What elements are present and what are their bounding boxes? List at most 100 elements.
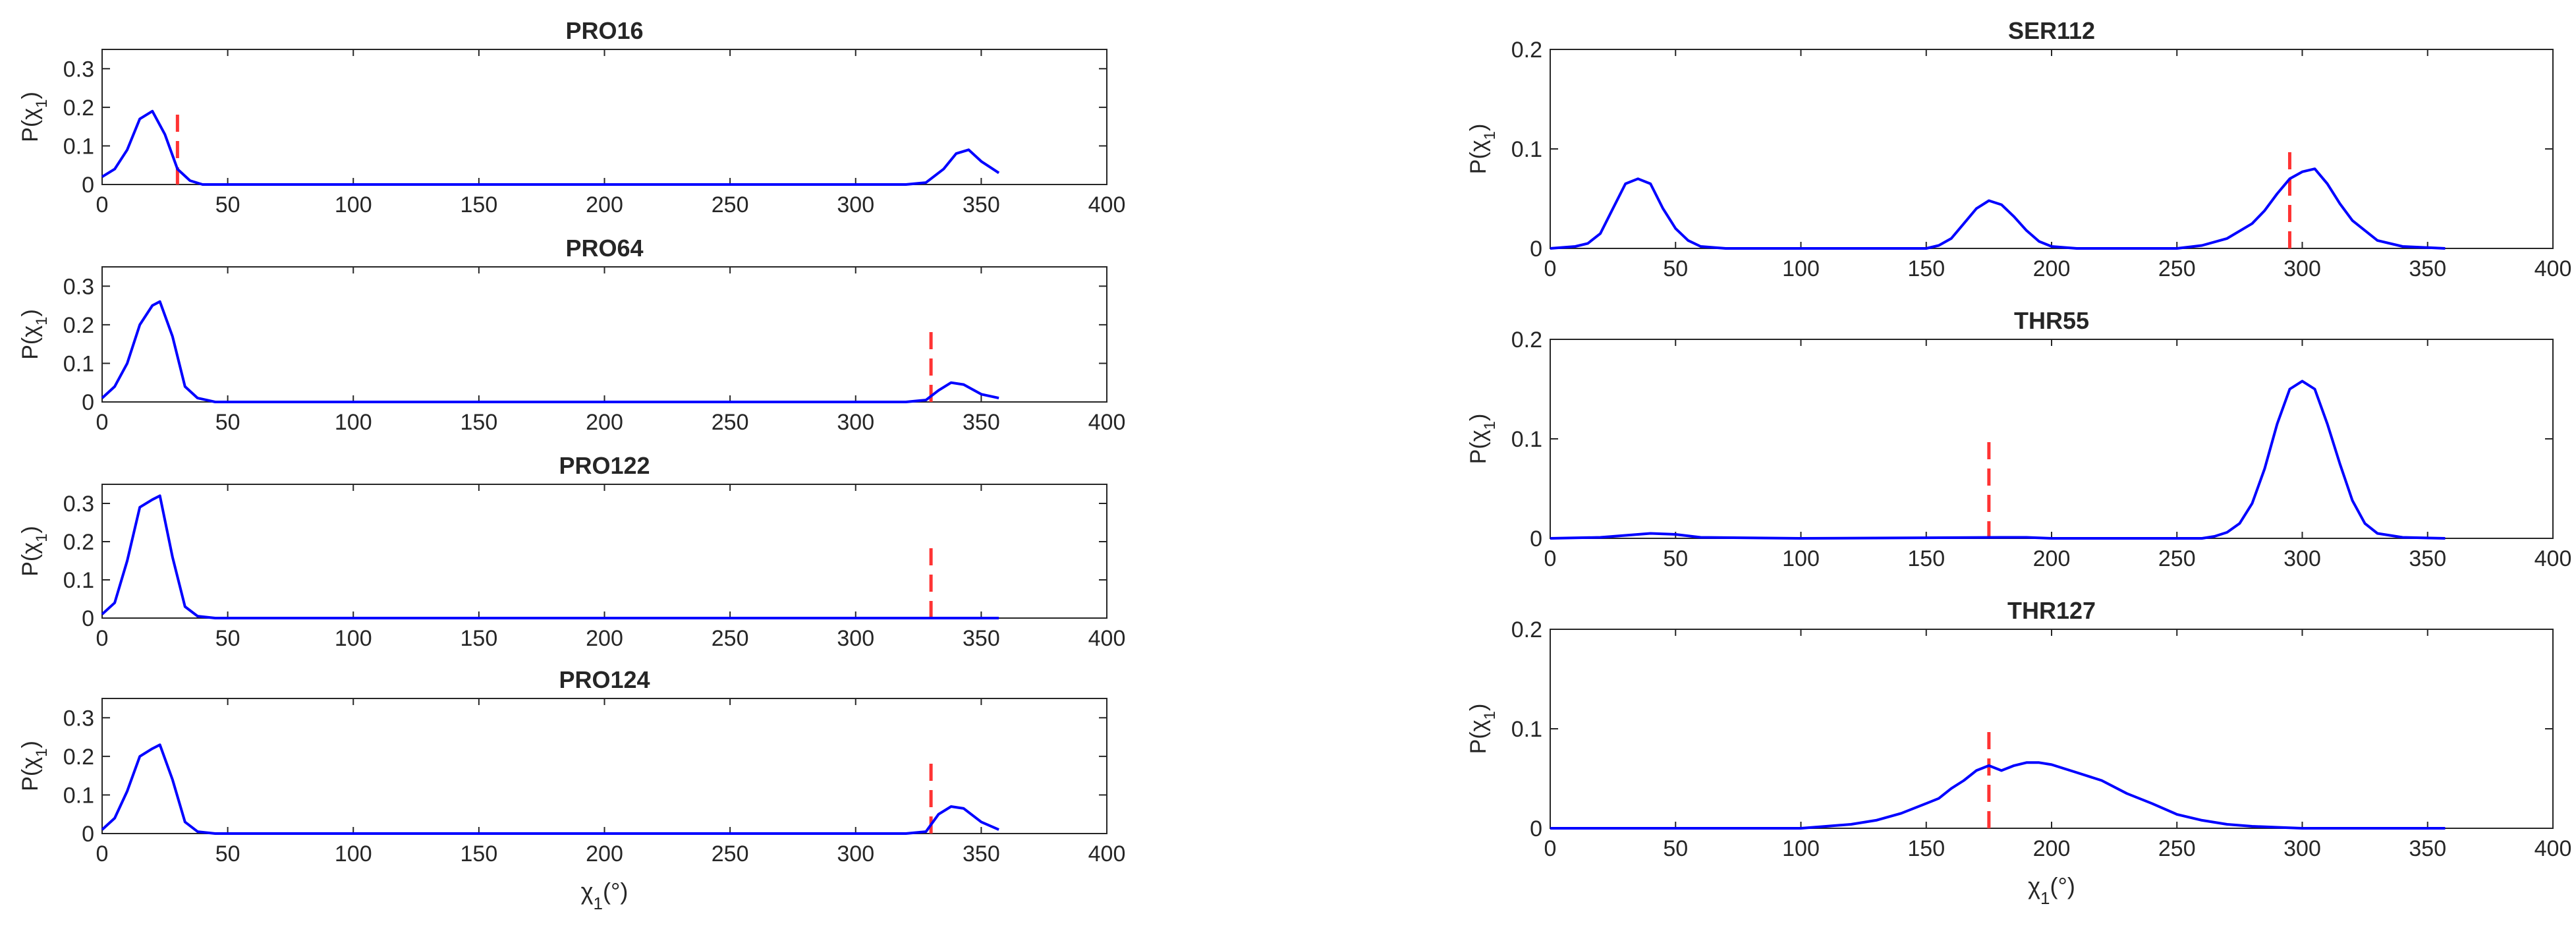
subplot-pro16: 0 50 100 150 200 250 300 350 400 0 0.1 0.2 0.3 PRO16 P… [18, 17, 1125, 217]
x-tick-label: 300 [837, 841, 874, 866]
x-tick-label: 50 [1663, 256, 1688, 281]
x-tick-label: 250 [2158, 836, 2196, 861]
x-tick-label: 150 [461, 410, 498, 435]
series-line [1550, 761, 2446, 830]
subplot-pro64: 0 50 100 150 200 250 300 350 400 0 0.1 0.2 0.3 PRO64 P… [18, 235, 1125, 435]
x-tick-label: 350 [2409, 256, 2446, 281]
y-tick-label: 0.1 [1511, 137, 1542, 162]
y-tick-label: 0 [82, 390, 94, 415]
x-tick-label: 400 [1088, 841, 1126, 866]
x-tick-label: 150 [461, 626, 498, 651]
plot-area [101, 484, 1107, 619]
y-tick-label: 0.1 [63, 568, 94, 593]
x-axis-label: χ1(°) [2028, 872, 2075, 908]
x-tick-label: 300 [2283, 546, 2321, 571]
series-line [101, 494, 999, 619]
y-tick-label: 0.2 [63, 530, 94, 555]
y-axis-label: P(χ1) [18, 309, 51, 360]
y-tick-label: 0.2 [1511, 327, 1542, 353]
subplot-pro124: 0 50 100 150 200 250 300 350 400 0 0.1 0.2 0.3 PRO124… [18, 666, 1125, 913]
y-tick-label: 0.3 [63, 706, 94, 731]
x-tick-label: 350 [963, 841, 1000, 866]
x-tick-label: 350 [2409, 546, 2446, 571]
x-tick-label: 0 [1544, 546, 1557, 571]
x-tick-label: 200 [586, 192, 623, 217]
subplot-title: PRO16 [565, 17, 643, 44]
x-tick-label: 100 [1782, 256, 1820, 281]
x-tick-label: 350 [963, 410, 1000, 435]
x-tick-label: 400 [1088, 410, 1126, 435]
x-tick-label: 100 [335, 410, 372, 435]
x-tick-label: 0 [96, 841, 109, 866]
x-tick-label: 250 [2158, 546, 2196, 571]
y-tick-label: 0.1 [63, 351, 94, 376]
y-tick-label: 0.3 [63, 57, 94, 82]
subplot-title: SER112 [2008, 17, 2095, 44]
y-tick-label: 0.1 [1511, 717, 1542, 742]
series-line [1550, 380, 2446, 540]
x-tick-label: 50 [215, 192, 240, 217]
x-tick-label: 50 [215, 410, 240, 435]
x-axis-label: χ1(°) [581, 878, 629, 913]
y-axis-label: P(χ1) [1466, 124, 1499, 175]
y-axis-label: P(χ1) [1466, 414, 1499, 465]
y-tick-label: 0 [1530, 237, 1542, 262]
subplot-thr127: 0 50 100 150 200 250 300 350 400 0 0.1 0.2 THR127 P(χ… [1466, 597, 2571, 908]
plot-area [1550, 49, 2554, 249]
y-tick-label: 0.2 [1511, 38, 1542, 63]
x-tick-label: 200 [2033, 256, 2071, 281]
y-tick-label: 0.3 [63, 492, 94, 517]
x-tick-label: 400 [2534, 256, 2572, 281]
y-tick-label: 0 [82, 822, 94, 847]
x-tick-label: 300 [2283, 256, 2321, 281]
x-tick-label: 300 [2283, 836, 2321, 861]
x-tick-label: 0 [1544, 256, 1557, 281]
y-axis-label: P(χ1) [18, 92, 51, 142]
y-tick-label: 0.2 [1511, 617, 1542, 642]
x-tick-label: 50 [1663, 836, 1688, 861]
x-tick-label: 250 [2158, 256, 2196, 281]
x-tick-label: 100 [335, 626, 372, 651]
y-axis-label: P(χ1) [18, 526, 51, 577]
plot-area [101, 266, 1107, 403]
x-tick-label: 250 [712, 841, 749, 866]
x-tick-label: 150 [1907, 836, 1945, 861]
x-tick-label: 50 [215, 626, 240, 651]
x-tick-label: 300 [837, 410, 874, 435]
x-tick-label: 200 [2033, 546, 2071, 571]
x-tick-label: 100 [1782, 836, 1820, 861]
x-tick-label: 0 [96, 626, 109, 651]
subplot-ser112: 0 50 100 150 200 250 300 350 400 0 0.1 0.2 SER112 P(χ… [1466, 17, 2571, 281]
y-axis-label: P(χ1) [18, 741, 51, 791]
subplot-pro122: 0 50 100 150 200 250 300 350 400 0 0.1 0.2 0.3 PRO122… [18, 452, 1125, 651]
plot-area [101, 698, 1107, 834]
x-tick-label: 200 [586, 410, 623, 435]
x-tick-label: 400 [1088, 626, 1126, 651]
series-line [101, 300, 999, 403]
x-tick-label: 150 [461, 841, 498, 866]
y-tick-label: 0.2 [63, 96, 94, 121]
x-tick-label: 100 [1782, 546, 1820, 571]
y-tick-label: 0.2 [63, 745, 94, 770]
y-tick-label: 0.1 [1511, 427, 1542, 452]
x-tick-label: 350 [963, 192, 1000, 217]
x-tick-label: 400 [1088, 192, 1126, 217]
x-tick-label: 100 [335, 841, 372, 866]
x-tick-label: 0 [96, 192, 109, 217]
x-tick-label: 150 [1907, 546, 1945, 571]
x-tick-label: 350 [2409, 836, 2446, 861]
x-tick-label: 250 [712, 410, 749, 435]
x-tick-label: 300 [837, 626, 874, 651]
x-tick-label: 0 [96, 410, 109, 435]
plot-area [1550, 339, 2554, 539]
x-tick-label: 400 [2534, 546, 2572, 571]
plot-area [101, 49, 1107, 185]
x-tick-label: 300 [837, 192, 874, 217]
x-tick-label: 200 [2033, 836, 2071, 861]
plot-area [1550, 629, 2554, 829]
y-tick-label: 0 [82, 606, 94, 631]
series-line [1550, 167, 2446, 250]
y-tick-label: 0.2 [63, 313, 94, 338]
series-line [101, 109, 1000, 186]
subplot-title: THR127 [2007, 597, 2096, 624]
